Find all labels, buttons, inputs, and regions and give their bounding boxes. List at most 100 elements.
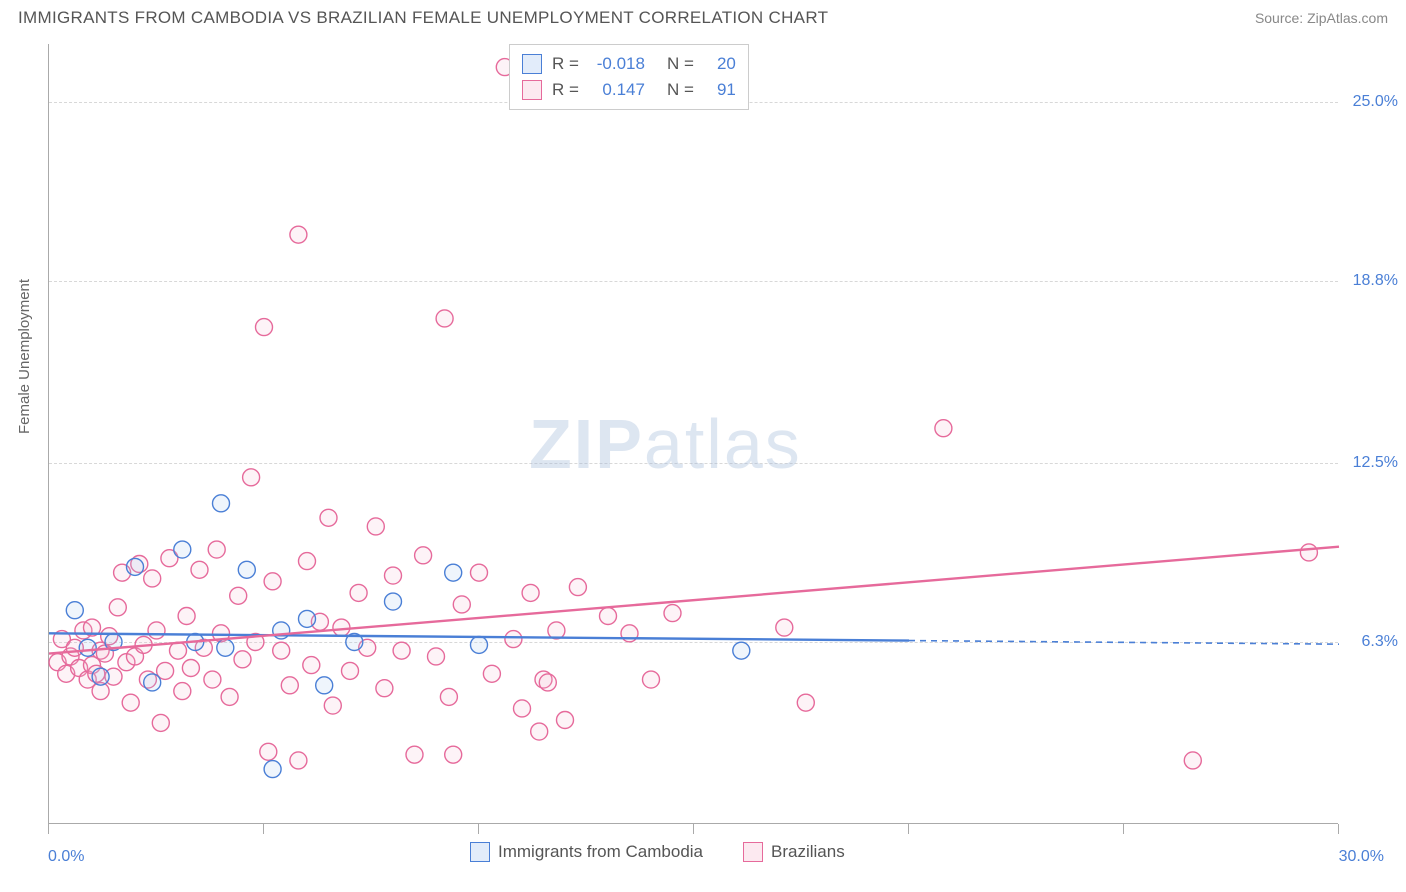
- scatter-point: [221, 688, 238, 705]
- scatter-point: [79, 639, 96, 656]
- stat-legend-row: R =0.147N =91: [522, 77, 736, 103]
- correlation-legend: R =-0.018N =20R =0.147N =91: [509, 44, 749, 110]
- scatter-point: [483, 665, 500, 682]
- series-legend-label: Brazilians: [771, 842, 845, 862]
- scatter-point: [415, 547, 432, 564]
- y-tick-label: 18.8%: [1353, 272, 1398, 290]
- scatter-point: [238, 561, 255, 578]
- scatter-point: [393, 642, 410, 659]
- chart-header: IMMIGRANTS FROM CAMBODIA VS BRAZILIAN FE…: [0, 0, 1406, 32]
- scatter-point: [514, 700, 531, 717]
- scatter-point: [230, 587, 247, 604]
- scatter-point: [243, 469, 260, 486]
- series-legend-item: Immigrants from Cambodia: [470, 842, 703, 862]
- scatter-point: [204, 671, 221, 688]
- stat-n-value: 20: [704, 54, 736, 74]
- scatter-point: [453, 596, 470, 613]
- scatter-point: [445, 746, 462, 763]
- scatter-point: [264, 761, 281, 778]
- scatter-point: [733, 642, 750, 659]
- scatter-point: [152, 714, 169, 731]
- x-tick: [908, 824, 909, 834]
- scatter-point: [290, 226, 307, 243]
- scatter-point: [367, 518, 384, 535]
- scatter-point: [217, 639, 234, 656]
- chart-source: Source: ZipAtlas.com: [1255, 10, 1388, 26]
- chart-title: IMMIGRANTS FROM CAMBODIA VS BRAZILIAN FE…: [18, 8, 828, 28]
- x-tick: [478, 824, 479, 834]
- scatter-point: [1300, 544, 1317, 561]
- y-tick-label: 25.0%: [1353, 93, 1398, 111]
- scatter-point: [127, 558, 144, 575]
- stat-r-label: R =: [552, 54, 579, 74]
- scatter-point: [316, 677, 333, 694]
- scatter-point: [522, 584, 539, 601]
- scatter-point: [260, 743, 277, 760]
- scatter-point: [505, 631, 522, 648]
- scatter-point: [935, 420, 952, 437]
- x-axis-max-label: 30.0%: [1339, 848, 1384, 866]
- y-axis-label: Female Unemployment: [16, 279, 33, 434]
- scatter-point: [531, 723, 548, 740]
- scatter-point: [324, 697, 341, 714]
- scatter-point: [148, 622, 165, 639]
- scatter-point: [299, 610, 316, 627]
- scatter-point: [66, 602, 83, 619]
- scatter-point: [539, 674, 556, 691]
- series-legend-label: Immigrants from Cambodia: [498, 842, 703, 862]
- x-tick: [1338, 824, 1339, 834]
- scatter-point: [264, 573, 281, 590]
- scatter-point: [170, 642, 187, 659]
- scatter-point: [182, 660, 199, 677]
- x-tick: [693, 824, 694, 834]
- scatter-point: [290, 752, 307, 769]
- scatter-point: [92, 668, 109, 685]
- scatter-point: [471, 564, 488, 581]
- scatter-point: [191, 561, 208, 578]
- stat-legend-row: R = -0.018 N = 20: [522, 51, 736, 77]
- scatter-point: [144, 674, 161, 691]
- scatter-point: [376, 680, 393, 697]
- scatter-point: [299, 553, 316, 570]
- scatter-point: [406, 746, 423, 763]
- scatter-point: [385, 567, 402, 584]
- scatter-point: [273, 642, 290, 659]
- scatter-point: [281, 677, 298, 694]
- scatter-point: [440, 688, 457, 705]
- scatter-point: [342, 662, 359, 679]
- stat-r-value: -0.018: [589, 54, 645, 74]
- regression-line-extension: [909, 641, 1339, 645]
- scatter-point: [122, 694, 139, 711]
- y-tick-label: 6.3%: [1362, 633, 1398, 651]
- scatter-point: [600, 608, 617, 625]
- legend-swatch: [522, 80, 542, 100]
- chart-container: Female Unemployment ZIPatlas R =-0.018N …: [0, 34, 1406, 892]
- scatter-point: [797, 694, 814, 711]
- stat-r-label: R =: [552, 80, 579, 100]
- plot-area: ZIPatlas R =-0.018N =20R =0.147N =91: [48, 44, 1338, 824]
- plot-svg: [49, 44, 1338, 823]
- scatter-point: [234, 651, 251, 668]
- y-tick-label: 12.5%: [1353, 454, 1398, 472]
- x-tick: [263, 824, 264, 834]
- scatter-point: [1184, 752, 1201, 769]
- series-legend: Immigrants from Cambodia Brazilians: [470, 842, 845, 862]
- x-tick: [1123, 824, 1124, 834]
- scatter-point: [213, 495, 230, 512]
- scatter-point: [569, 579, 586, 596]
- stat-n-value: 91: [704, 80, 736, 100]
- scatter-point: [643, 671, 660, 688]
- legend-swatch: [522, 54, 542, 74]
- scatter-point: [664, 605, 681, 622]
- legend-swatch: [470, 842, 490, 862]
- stat-n-label: N =: [667, 54, 694, 74]
- stat-n-label: N =: [667, 80, 694, 100]
- scatter-point: [436, 310, 453, 327]
- scatter-point: [557, 712, 574, 729]
- scatter-point: [385, 593, 402, 610]
- x-tick: [48, 824, 49, 834]
- scatter-point: [144, 570, 161, 587]
- scatter-point: [303, 657, 320, 674]
- series-legend-item: Brazilians: [743, 842, 845, 862]
- scatter-point: [174, 541, 191, 558]
